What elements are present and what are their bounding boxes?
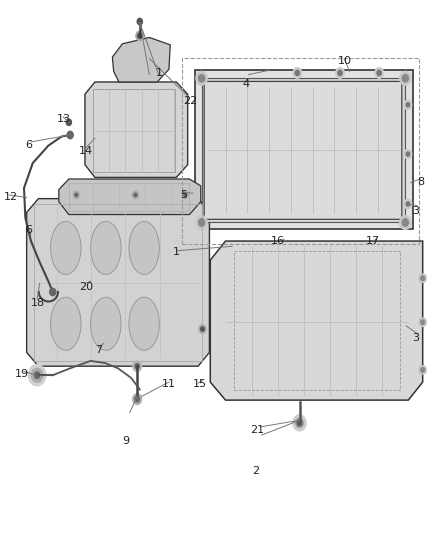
Circle shape — [399, 216, 411, 229]
Polygon shape — [85, 82, 187, 177]
Circle shape — [132, 191, 138, 199]
Text: 8: 8 — [417, 176, 424, 187]
Circle shape — [28, 365, 46, 386]
Ellipse shape — [91, 297, 121, 350]
Ellipse shape — [50, 221, 81, 274]
Circle shape — [196, 216, 207, 229]
Circle shape — [184, 193, 186, 197]
Circle shape — [399, 71, 411, 85]
Circle shape — [199, 325, 206, 333]
Circle shape — [35, 372, 40, 378]
Circle shape — [377, 70, 381, 76]
Circle shape — [419, 366, 426, 374]
Circle shape — [66, 119, 71, 125]
Circle shape — [404, 100, 412, 110]
Ellipse shape — [129, 221, 159, 274]
Circle shape — [182, 191, 188, 199]
Text: 6: 6 — [25, 225, 32, 236]
Circle shape — [421, 320, 424, 324]
Text: 11: 11 — [162, 379, 176, 389]
Text: 21: 21 — [251, 425, 265, 435]
Polygon shape — [59, 179, 201, 215]
Text: 1: 1 — [156, 68, 163, 78]
Text: 12: 12 — [4, 191, 18, 201]
Text: 15: 15 — [193, 379, 207, 389]
Text: 4: 4 — [243, 78, 250, 88]
Text: 3: 3 — [413, 206, 420, 216]
Circle shape — [198, 75, 205, 82]
Circle shape — [402, 219, 408, 226]
Circle shape — [32, 368, 43, 382]
Circle shape — [296, 419, 303, 427]
Circle shape — [336, 68, 344, 78]
Circle shape — [135, 397, 139, 402]
Text: 18: 18 — [31, 297, 45, 308]
Circle shape — [298, 421, 301, 425]
Circle shape — [419, 318, 426, 326]
Circle shape — [133, 361, 141, 372]
FancyBboxPatch shape — [204, 82, 402, 219]
Circle shape — [136, 31, 144, 41]
Circle shape — [421, 276, 424, 280]
Circle shape — [406, 152, 410, 156]
Circle shape — [419, 274, 426, 282]
Circle shape — [135, 364, 139, 369]
Circle shape — [198, 219, 205, 226]
Circle shape — [295, 70, 300, 76]
Circle shape — [406, 202, 410, 206]
Ellipse shape — [91, 221, 121, 274]
Ellipse shape — [50, 297, 81, 350]
Text: 9: 9 — [122, 437, 130, 447]
Circle shape — [402, 75, 408, 82]
Text: 1: 1 — [173, 247, 180, 257]
Bar — [182, 58, 419, 244]
Circle shape — [404, 199, 412, 209]
Polygon shape — [210, 241, 423, 400]
Circle shape — [137, 18, 142, 25]
Text: 16: 16 — [270, 236, 284, 246]
Circle shape — [73, 191, 79, 199]
Text: 7: 7 — [95, 345, 102, 356]
Text: 19: 19 — [15, 369, 29, 378]
Text: 5: 5 — [180, 190, 187, 200]
Text: 14: 14 — [79, 146, 93, 156]
Text: 17: 17 — [366, 236, 380, 246]
FancyBboxPatch shape — [195, 70, 413, 229]
Circle shape — [293, 68, 302, 78]
Text: 13: 13 — [57, 114, 71, 124]
Text: 22: 22 — [184, 96, 198, 106]
Circle shape — [133, 394, 141, 405]
Text: 6: 6 — [25, 140, 32, 150]
Text: 20: 20 — [79, 281, 93, 292]
Ellipse shape — [129, 297, 159, 350]
Circle shape — [138, 33, 142, 38]
Circle shape — [75, 193, 78, 197]
Circle shape — [67, 131, 73, 139]
Circle shape — [196, 71, 207, 85]
FancyBboxPatch shape — [201, 78, 405, 222]
Circle shape — [406, 103, 410, 107]
Text: 2: 2 — [252, 466, 259, 475]
Text: 10: 10 — [337, 56, 351, 66]
Circle shape — [134, 193, 137, 197]
Circle shape — [404, 149, 412, 159]
Circle shape — [375, 68, 384, 78]
Circle shape — [421, 368, 424, 372]
Text: 3: 3 — [413, 333, 420, 343]
Circle shape — [293, 415, 306, 431]
Circle shape — [49, 288, 56, 296]
Polygon shape — [113, 37, 170, 82]
Circle shape — [338, 70, 342, 76]
Polygon shape — [27, 199, 209, 366]
Circle shape — [201, 327, 204, 331]
